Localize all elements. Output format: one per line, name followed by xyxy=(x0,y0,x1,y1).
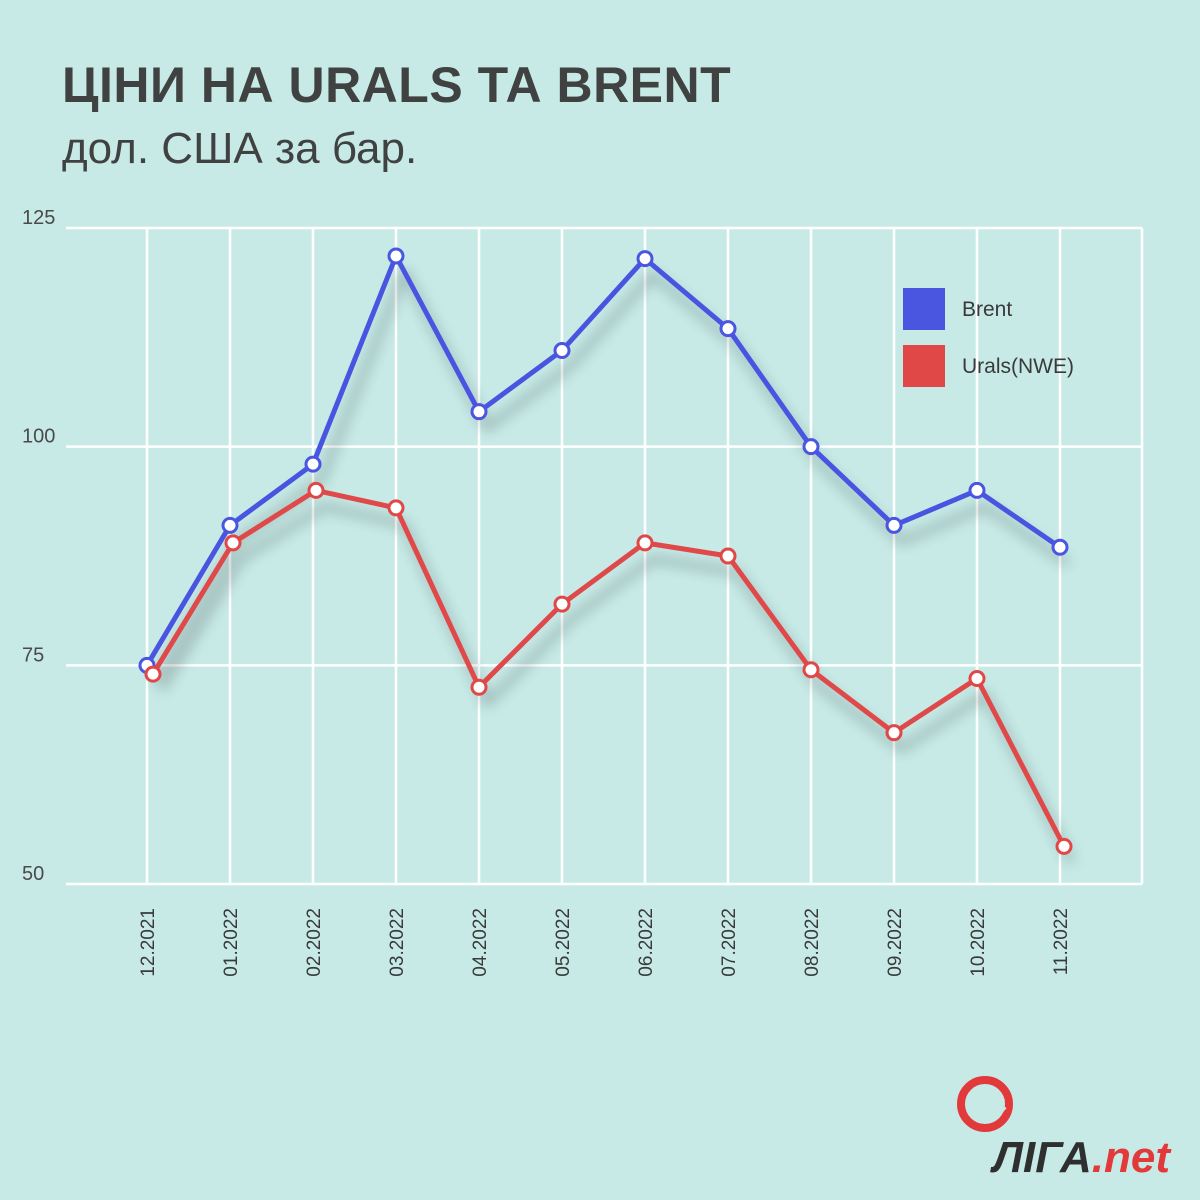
x-tick-label: 05.2022 xyxy=(553,908,574,977)
urals-point xyxy=(636,534,654,552)
x-tick-label: 03.2022 xyxy=(387,908,408,977)
urals-point xyxy=(144,665,162,683)
brent-point xyxy=(553,341,571,359)
legend-swatch xyxy=(903,288,945,330)
brent-point xyxy=(1051,538,1069,556)
brent-point xyxy=(304,455,322,473)
urals-point xyxy=(968,669,986,687)
liga-logo-icon xyxy=(956,1076,1013,1132)
y-tick-label: 75 xyxy=(22,644,44,666)
brand-logo: ЛІГА.net xyxy=(956,1076,1170,1180)
urals-point xyxy=(387,499,405,517)
brand-domain: .net xyxy=(1091,1133,1170,1182)
urals-point xyxy=(802,661,820,679)
brent-point xyxy=(719,320,737,338)
chart-title: ЦІНИ НА URALS ТА BRENT xyxy=(62,57,732,113)
urals-point xyxy=(1055,837,1073,855)
x-tick-label: 08.2022 xyxy=(802,908,823,977)
brent-point xyxy=(802,438,820,456)
urals-point xyxy=(719,547,737,565)
urals-point xyxy=(307,481,325,499)
urals-point xyxy=(470,678,488,696)
urals-point xyxy=(885,724,903,742)
chart-subtitle: дол. США за бар. xyxy=(62,124,418,173)
x-tick-label: 07.2022 xyxy=(719,908,740,977)
y-tick-label: 100 xyxy=(22,426,55,448)
y-tick-label: 125 xyxy=(22,207,55,229)
urals-line xyxy=(150,487,1067,848)
x-tick-label: 04.2022 xyxy=(470,908,491,977)
legend-label: Urals(NWE) xyxy=(962,355,1074,378)
brent-point xyxy=(885,516,903,534)
x-tick-label: 10.2022 xyxy=(968,908,989,977)
legend-label: Brent xyxy=(962,298,1012,321)
brent-point xyxy=(221,516,239,534)
brand-name: ЛІГА xyxy=(992,1133,1092,1182)
legend-swatch xyxy=(903,345,945,387)
urals-point xyxy=(553,595,571,613)
x-tick-label: 01.2022 xyxy=(221,908,242,977)
brand-wordmark: ЛІГА.net xyxy=(993,1136,1170,1180)
urals-point xyxy=(224,534,242,552)
x-tick-label: 12.2021 xyxy=(138,908,159,977)
brent-point xyxy=(470,403,488,421)
x-tick-label: 11.2022 xyxy=(1051,908,1072,975)
y-tick-label: 50 xyxy=(22,863,44,885)
brent-point xyxy=(387,247,405,265)
x-tick-label: 02.2022 xyxy=(304,908,325,977)
x-tick-label: 06.2022 xyxy=(636,908,657,977)
brent-point xyxy=(968,481,986,499)
x-tick-label: 09.2022 xyxy=(885,908,906,977)
brent-point xyxy=(636,250,654,268)
brent-line xyxy=(144,253,1062,667)
